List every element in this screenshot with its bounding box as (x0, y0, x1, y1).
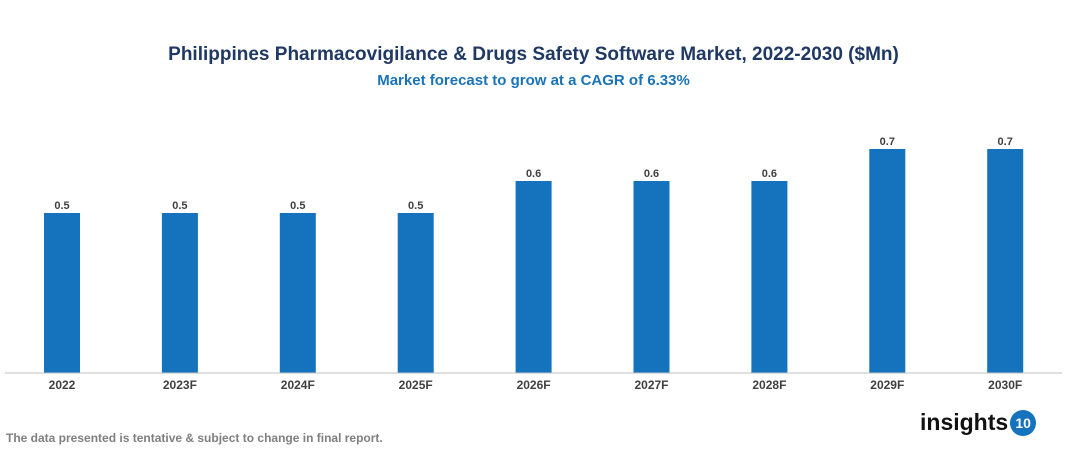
x-tick-label: 2026F (517, 378, 551, 392)
bar (987, 149, 1024, 373)
data-label: 0.5 (408, 200, 423, 212)
x-tick-label: 2028F (752, 378, 786, 392)
data-label: 0.5 (54, 200, 69, 212)
chart-subtitle: Market forecast to grow at a CAGR of 6.3… (377, 72, 690, 89)
x-tick-label: 2022 (49, 378, 76, 392)
data-label: 0.7 (880, 136, 895, 148)
chart-title: Philippines Pharmacovigilance & Drugs Sa… (168, 44, 899, 65)
bar (751, 181, 788, 373)
data-label: 0.6 (644, 168, 659, 180)
bar (161, 213, 198, 373)
logo-text: insights (920, 409, 1009, 435)
bar (279, 213, 316, 373)
disclaimer-note: The data presented is tentative & subjec… (6, 431, 383, 445)
data-label: 0.5 (172, 200, 187, 212)
data-label: 0.7 (998, 136, 1013, 148)
x-tick-label: 2024F (281, 378, 315, 392)
data-label: 0.5 (290, 200, 305, 212)
bar (515, 181, 552, 373)
logo-badge: 10 (1010, 409, 1037, 436)
data-label: 0.6 (526, 168, 541, 180)
x-tick-label: 2023F (163, 378, 197, 392)
bar (633, 181, 670, 373)
bar (869, 149, 906, 373)
x-tick-label: 2027F (634, 378, 668, 392)
data-label: 0.6 (762, 168, 777, 180)
x-tick-label: 2025F (399, 378, 433, 392)
bar (397, 213, 434, 373)
x-tick-label: 2030F (988, 378, 1022, 392)
insights10-logo: insights 10 (920, 409, 1037, 436)
x-tick-label: 2029F (870, 378, 904, 392)
bar (44, 213, 80, 373)
